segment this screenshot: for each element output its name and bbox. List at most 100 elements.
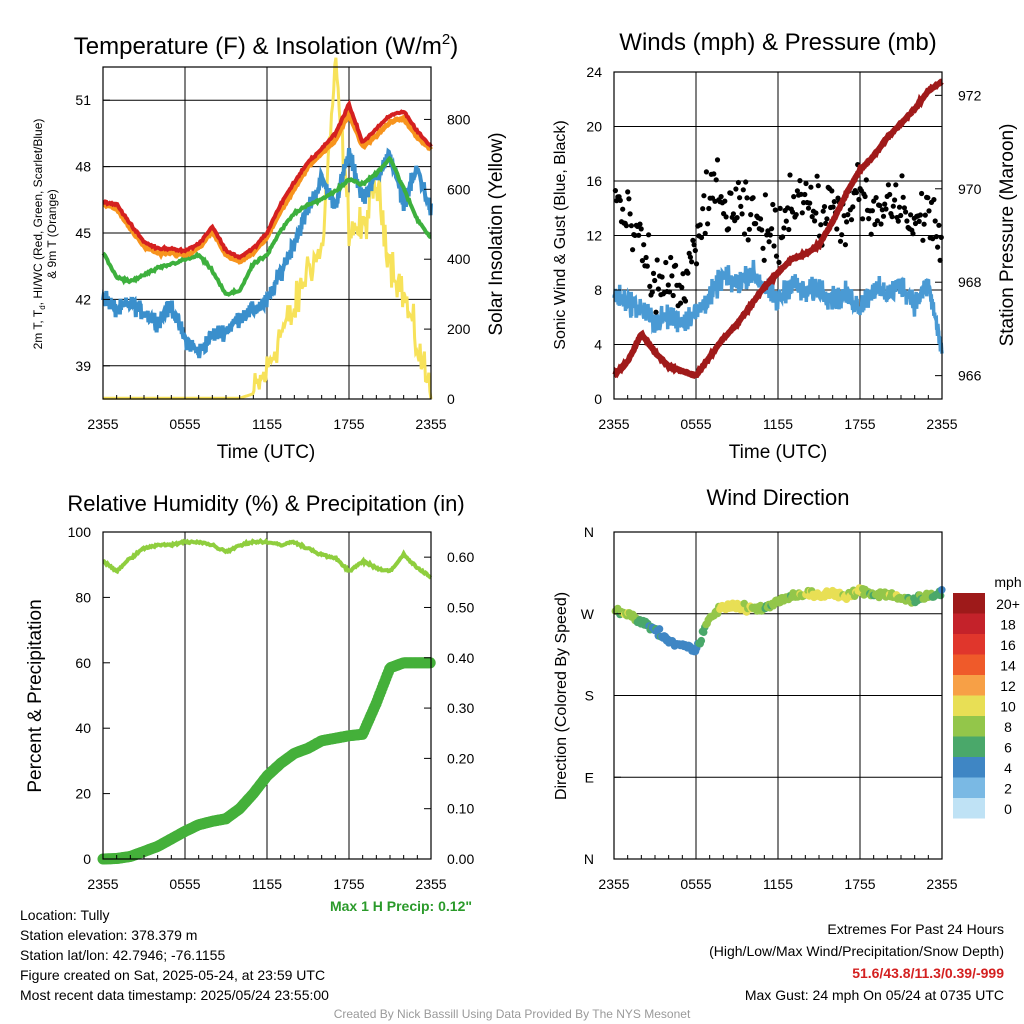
- gust-point: [869, 208, 876, 214]
- gust-point: [793, 212, 799, 218]
- gust-point: [627, 211, 633, 217]
- temp-y2label: Solar Insolation (Yellow): [486, 132, 507, 335]
- gust-point: [740, 187, 746, 193]
- gust-point: [762, 192, 769, 198]
- gust-point: [760, 245, 766, 251]
- gust-point: [787, 172, 793, 178]
- gust-point: [713, 177, 719, 183]
- x-tick-label: 2355: [598, 876, 629, 892]
- extremes-values: 51.6/43.8/11.3/0.39/-999: [852, 965, 1004, 981]
- x-tick-label: 2355: [415, 416, 446, 432]
- dir-grid: [614, 532, 942, 859]
- gust-point: [898, 212, 904, 219]
- gust-point: [798, 191, 804, 197]
- gust-point: [813, 210, 819, 216]
- gust-point: [685, 270, 691, 276]
- gust-point: [791, 194, 797, 200]
- y2-tick-label: 972: [958, 87, 982, 103]
- wind-title: Winds (mph) & Pressure (mb): [619, 29, 936, 56]
- gust-point: [889, 214, 895, 220]
- wind-speed-line: [612, 259, 944, 354]
- gust-point: [880, 213, 887, 219]
- gust-point: [734, 215, 740, 221]
- y2-tick-label: 0.50: [447, 599, 474, 615]
- x-tick-label: 1155: [252, 876, 282, 892]
- gust-point: [908, 212, 914, 218]
- wind-ticks: 2355 0555 1155 1755 2355 0 4 8 12 16 20 24 966 968 970…: [586, 64, 981, 432]
- legend-swatch: [953, 757, 985, 778]
- gust-point: [786, 226, 792, 233]
- x-tick-label: 2355: [415, 876, 446, 892]
- gust-point: [637, 221, 643, 227]
- elevation-text: Station elevation: 378.379 m: [20, 927, 198, 943]
- gust-point: [882, 201, 888, 207]
- x-tick-label: 1755: [844, 876, 875, 892]
- x-tick-label: 0555: [680, 876, 711, 892]
- x-tick-label: 1155: [763, 876, 793, 892]
- y-tick-label: N: [584, 524, 594, 540]
- gust-point: [693, 261, 700, 267]
- gust-point: [802, 191, 808, 198]
- gust-point: [814, 173, 820, 179]
- gust-point: [689, 259, 695, 265]
- gust-point: [863, 177, 869, 183]
- gust-point: [877, 202, 883, 209]
- y2-tick-label: 970: [958, 181, 982, 197]
- gust-point: [835, 195, 841, 201]
- gust-point: [789, 209, 796, 215]
- gust-point: [670, 292, 676, 299]
- temp-ylabel-line2: & 9m T (Orange): [45, 189, 59, 279]
- gust-point: [659, 274, 665, 280]
- gust-point: [812, 218, 818, 224]
- y-tick-label: N: [584, 851, 594, 867]
- gust-point: [668, 254, 674, 261]
- y2-tick-label: 0.60: [447, 549, 474, 565]
- gust-point: [652, 277, 658, 284]
- gust-point: [628, 223, 635, 229]
- gust-point: [926, 208, 932, 214]
- y-tick-label: 48: [75, 159, 91, 175]
- gust-point: [679, 284, 685, 290]
- gust-point: [737, 195, 743, 201]
- gust-point: [653, 309, 659, 315]
- gust-point: [725, 226, 732, 232]
- gust-point: [682, 298, 689, 304]
- legend-swatch: [953, 634, 985, 655]
- gust-point: [641, 242, 647, 248]
- temp-ticks: 2355 0555 1155 1755 2355 39 42 45 48 51 0 200 400 600…: [75, 92, 470, 432]
- gust-point: [936, 222, 942, 228]
- y2-tick-label: 0.40: [447, 650, 474, 666]
- gust-point: [669, 273, 675, 279]
- legend-swatch: [953, 695, 985, 716]
- gust-point: [850, 204, 856, 210]
- gust-point: [767, 232, 773, 238]
- legend-label: 16: [1000, 637, 1016, 653]
- gust-point: [794, 188, 801, 194]
- y2-tick-label: 800: [447, 111, 471, 127]
- gust-point: [853, 189, 860, 196]
- gust-point: [748, 212, 754, 218]
- legend-swatch: [953, 716, 985, 737]
- gust-point: [643, 254, 649, 261]
- gust-point: [711, 171, 717, 177]
- gust-point: [903, 209, 909, 215]
- wind-ylabel: Sonic Wind & Gust (Blue, Black): [552, 120, 569, 349]
- y-tick-label: 39: [75, 358, 91, 374]
- y-tick-label: 24: [586, 64, 602, 80]
- temp-xlabel: Time (UTC): [217, 442, 316, 463]
- gust-point: [770, 201, 776, 208]
- x-tick-label: 1755: [333, 416, 364, 432]
- gust-point: [772, 207, 778, 213]
- gust-point: [808, 184, 814, 190]
- gust-point: [845, 212, 851, 218]
- gust-point: [691, 242, 697, 248]
- legend-label: 10: [1000, 699, 1016, 715]
- wind-y2label: Station Pressure (Maroon): [997, 124, 1018, 347]
- y-tick-label: E: [585, 769, 594, 785]
- gust-point: [878, 221, 884, 227]
- temperature-panel: Temperature (F) & Insolation (W/m2) 2355…: [31, 31, 507, 463]
- max-precip-label: Max 1 H Precip: 0.12": [330, 898, 472, 914]
- gust-point: [887, 191, 893, 198]
- gust-point: [773, 253, 780, 259]
- temp-ylabel: 2m T, Td, HI/WC (Red, Green, Scarlet/Blu…: [31, 119, 47, 350]
